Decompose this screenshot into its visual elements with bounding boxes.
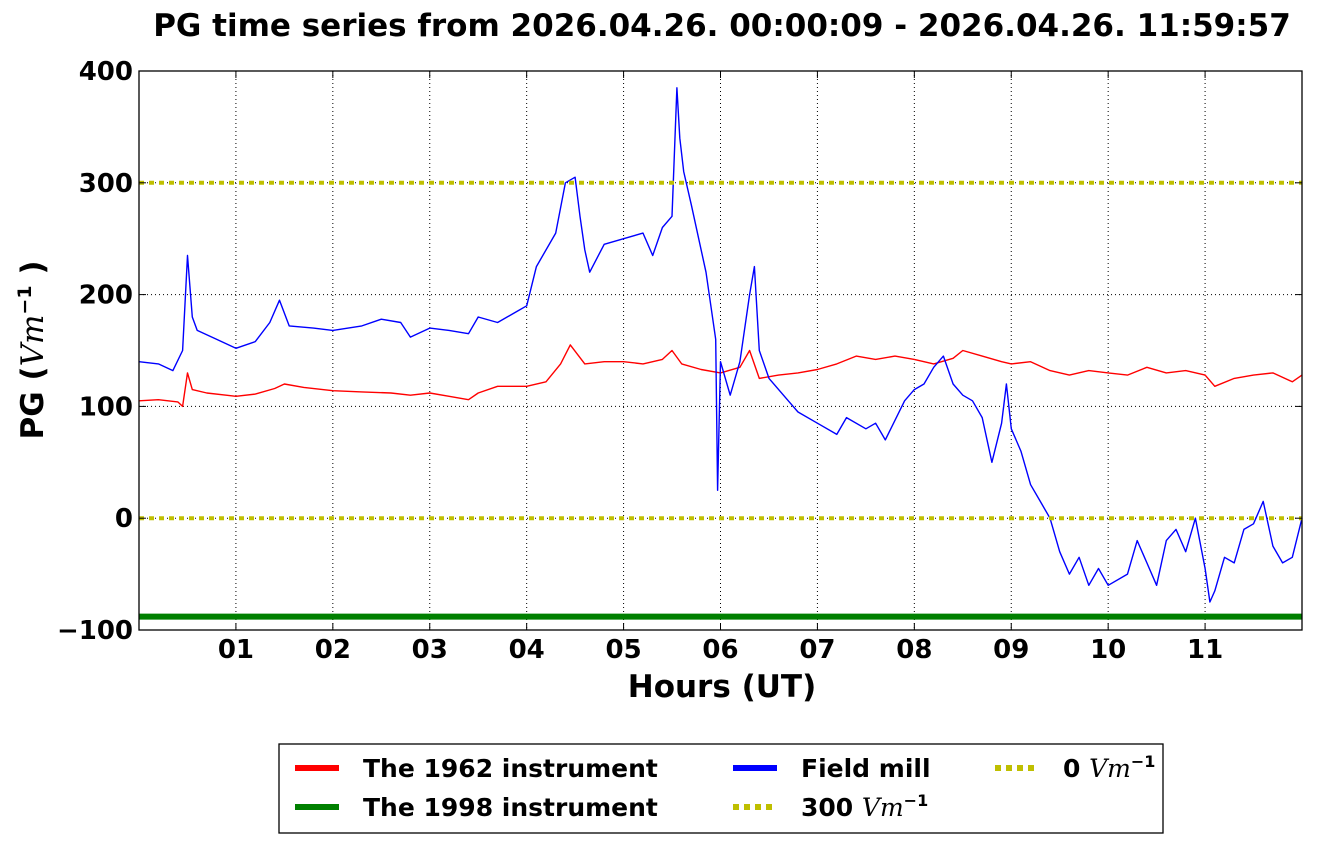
y-axis-label-unit: Vm bbox=[15, 315, 51, 367]
legend-box bbox=[278, 743, 1164, 834]
axis-ticks: 01 02 03 04 05 06 07 08 09 10 11 −100 0 100 200 300 400 bbox=[57, 57, 1302, 665]
legend-label-1998: The 1998 instrument bbox=[363, 793, 658, 822]
y-axis-label: PG (Vm−1 ) bbox=[14, 260, 51, 439]
y-tick-label: 0 bbox=[115, 504, 133, 534]
y-tick-label: 400 bbox=[79, 57, 133, 87]
x-tick-label: 01 bbox=[218, 635, 254, 665]
y-tick-label: −100 bbox=[57, 616, 133, 646]
x-tick-label: 03 bbox=[412, 635, 448, 665]
x-tick-label: 05 bbox=[605, 635, 641, 665]
y-tick-label: 200 bbox=[79, 281, 133, 311]
legend-label-300: 300 Vm−1 bbox=[801, 791, 928, 822]
y-axis-label-exponent: −1 bbox=[14, 285, 36, 314]
legend-label-1962: The 1962 instrument bbox=[363, 754, 658, 783]
legend-label-0-value: 0 bbox=[1063, 754, 1089, 783]
legend: The 1962 instrument The 1998 instrument … bbox=[278, 743, 1164, 834]
x-tick-label: 11 bbox=[1187, 635, 1223, 665]
x-tick-label: 10 bbox=[1090, 635, 1126, 665]
legend-label-0: 0 Vm−1 bbox=[1063, 752, 1155, 783]
legend-label-300-unit: Vm bbox=[862, 793, 904, 822]
legend-label-0-exponent: −1 bbox=[1131, 752, 1156, 771]
x-tick-label: 09 bbox=[993, 635, 1029, 665]
y-axis-label-suffix: ) bbox=[15, 260, 51, 285]
legend-label-300-exponent: −1 bbox=[904, 791, 929, 810]
y-tick-label: 100 bbox=[79, 392, 133, 422]
y-tick-label: 300 bbox=[79, 169, 133, 199]
chart-title: PG time series from 2026.04.26. 00:00:09… bbox=[153, 8, 1291, 44]
x-tick-label: 02 bbox=[315, 635, 351, 665]
x-tick-label: 07 bbox=[799, 635, 835, 665]
x-axis-label: Hours (UT) bbox=[628, 669, 817, 705]
x-tick-label: 06 bbox=[702, 635, 738, 665]
legend-label-0-unit: Vm bbox=[1089, 754, 1131, 783]
x-tick-label: 08 bbox=[896, 635, 932, 665]
plot-series bbox=[138, 87, 1303, 620]
legend-label-300-value: 300 bbox=[801, 793, 862, 822]
series-line-the-1962-instrument bbox=[138, 344, 1303, 408]
grid-lines bbox=[139, 71, 1302, 630]
x-tick-label: 04 bbox=[509, 635, 545, 665]
y-axis-label-prefix: PG ( bbox=[15, 366, 51, 439]
legend-label-field-mill: Field mill bbox=[801, 754, 931, 783]
plot-frame bbox=[138, 70, 1303, 631]
series-line-field-mill bbox=[138, 87, 1303, 603]
